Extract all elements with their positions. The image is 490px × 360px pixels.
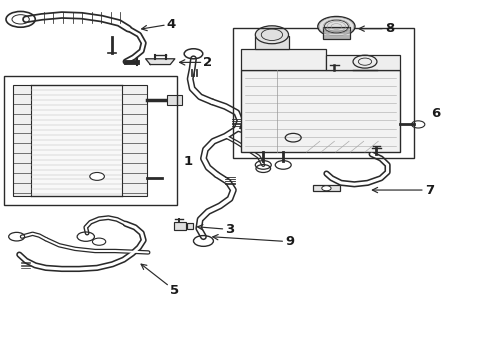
Bar bbox=[313, 185, 340, 192]
Text: 2: 2 bbox=[179, 56, 213, 69]
Bar bbox=[122, 85, 147, 196]
Text: 7: 7 bbox=[372, 184, 434, 197]
Bar bbox=[242, 70, 399, 152]
Bar bbox=[173, 222, 186, 230]
Circle shape bbox=[255, 26, 289, 44]
Bar bbox=[242, 49, 326, 70]
Bar bbox=[13, 85, 31, 196]
Polygon shape bbox=[146, 59, 175, 64]
Circle shape bbox=[90, 172, 104, 180]
Text: 6: 6 bbox=[432, 107, 441, 120]
Bar bbox=[167, 95, 181, 105]
Text: 3: 3 bbox=[197, 223, 235, 236]
Text: 4: 4 bbox=[142, 18, 176, 31]
Circle shape bbox=[318, 17, 355, 37]
Bar bbox=[4, 76, 177, 205]
Bar bbox=[323, 27, 350, 40]
Bar bbox=[187, 224, 194, 229]
Bar bbox=[326, 55, 399, 70]
Bar bbox=[233, 28, 414, 158]
Text: 8: 8 bbox=[359, 22, 394, 35]
Text: 5: 5 bbox=[141, 264, 179, 297]
Text: 1: 1 bbox=[184, 155, 193, 168]
Bar bbox=[255, 36, 289, 49]
Bar bbox=[31, 85, 122, 196]
Circle shape bbox=[322, 186, 331, 191]
Text: 9: 9 bbox=[213, 234, 294, 248]
